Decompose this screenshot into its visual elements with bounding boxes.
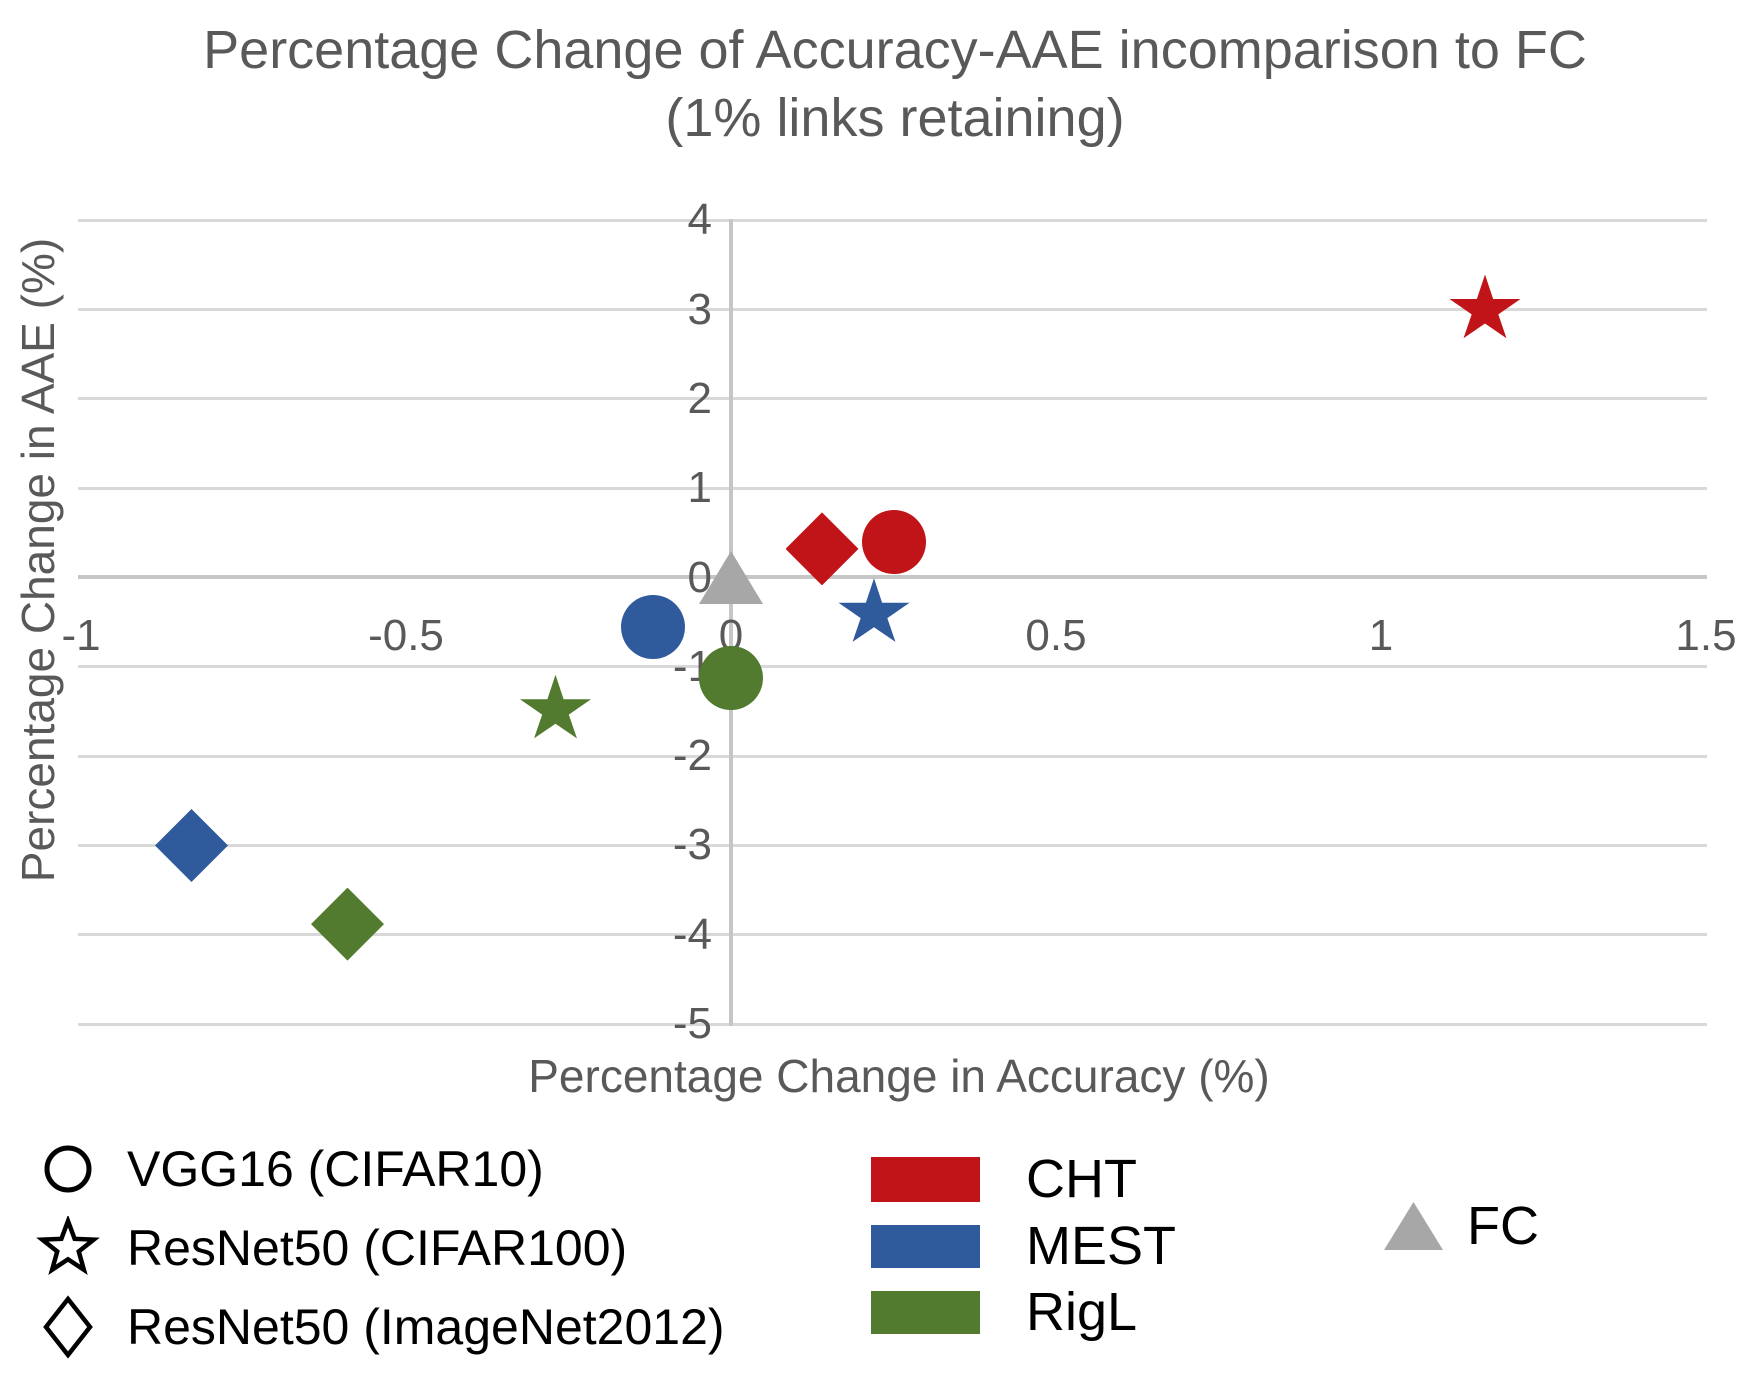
legend-model-label: ResNet50 (CIFAR100) — [127, 1220, 628, 1276]
chart-title: Percentage Change of Accuracy-AAE incomp… — [80, 16, 1710, 152]
legend-series-label: CHT — [1026, 1149, 1137, 1209]
y-tick-label: 4 — [687, 195, 712, 245]
y-tick-label: 3 — [687, 284, 712, 334]
x-tick-label: -1 — [61, 611, 101, 660]
legend-swatch-cht — [871, 1157, 980, 1202]
gridline-y-3 — [78, 308, 1707, 311]
y-tick-label: -4 — [672, 909, 712, 959]
legend-series-label: MEST — [1026, 1216, 1177, 1276]
gridline-y--3 — [78, 843, 1707, 847]
y-tick-label: -2 — [672, 731, 712, 781]
x-axis-line — [78, 575, 1707, 579]
y-tick-label: -3 — [672, 820, 712, 870]
legend-fc-label: FC — [1467, 1196, 1539, 1256]
marker-mest-diamond — [155, 808, 228, 882]
marker-rigl-star — [519, 674, 592, 739]
y-axis-line — [729, 219, 733, 1026]
gridline-y-2 — [78, 397, 1707, 401]
x-tick-label: -0.5 — [368, 611, 444, 660]
x-axis-title: Percentage Change in Accuracy (%) — [528, 1050, 1270, 1102]
gridline-y-4 — [78, 218, 1707, 222]
legend-model-label: VGG16 (CIFAR10) — [127, 1141, 544, 1197]
marker-rigl-circle — [699, 646, 763, 711]
legend-swatch-mest — [871, 1225, 980, 1268]
x-tick-label: 0.5 — [1025, 611, 1087, 660]
legend-series-label: RigL — [1026, 1282, 1138, 1342]
legend-swatch-rigl — [871, 1291, 980, 1334]
chart-title-line1: Percentage Change of Accuracy-AAE incomp… — [203, 20, 1587, 80]
gridline-y--4 — [78, 933, 1707, 937]
chart-title-line2: (1% links retaining) — [665, 88, 1125, 148]
legend-circle-icon — [44, 1145, 92, 1193]
y-tick-label: -5 — [672, 999, 712, 1049]
gridline-y-1 — [78, 486, 1707, 490]
legend-star-icon — [36, 1216, 100, 1276]
legend-model-label: ResNet50 (ImageNet2012) — [127, 1299, 725, 1355]
x-tick-label: 1.5 — [1675, 611, 1737, 660]
y-tick-label: 2 — [687, 373, 712, 423]
gridline-y--5 — [78, 1022, 1707, 1026]
gridline-y--2 — [78, 754, 1707, 758]
marker-cht-circle — [861, 509, 926, 574]
x-tick-label: 1 — [1368, 611, 1394, 660]
marker-mest-circle — [621, 594, 685, 659]
y-tick-label: 1 — [687, 463, 712, 513]
legend-diamond-icon — [43, 1295, 93, 1359]
marker-mest-star — [838, 578, 910, 642]
gridline-y--1 — [78, 665, 1707, 669]
marker-rigl-diamond — [311, 887, 384, 961]
